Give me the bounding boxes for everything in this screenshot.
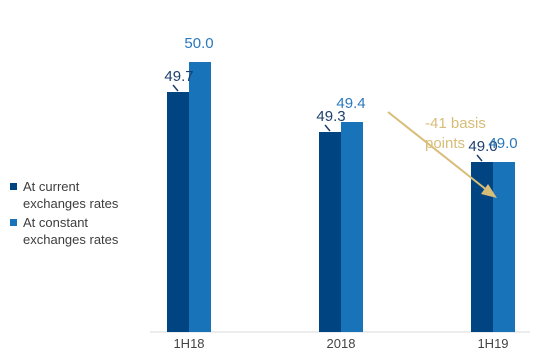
annotation-text-line1: -41 basis xyxy=(425,115,486,132)
value-label-current-2018: 49.3 xyxy=(316,108,345,125)
bar-current-2018 xyxy=(319,132,341,332)
value-label-current-1H18: 49.7 xyxy=(164,68,193,85)
value-label-current-1H19: 49.0 xyxy=(468,138,497,155)
bars-group xyxy=(167,62,515,332)
bar-constant-2018 xyxy=(341,122,363,332)
legend-swatch-current xyxy=(10,183,17,190)
bar-constant-1H19 xyxy=(493,162,515,332)
legend-swatch-constant xyxy=(10,219,17,226)
value-label-constant-1H18: 50.0 xyxy=(184,35,213,52)
leader-tick-2018 xyxy=(324,124,331,132)
bar-current-1H19 xyxy=(471,162,493,332)
value-label-constant-2018: 49.4 xyxy=(336,95,365,112)
annotation-text-line2: points xyxy=(425,135,465,152)
legend-label-current: At current exchanges rates xyxy=(23,179,119,211)
legend: At current exchanges rates At constant e… xyxy=(10,178,150,250)
leader-tick-1H19 xyxy=(476,154,483,162)
labels-group: 49.7 50.0 1H18 49.349.4 2018 49.049.0 1H19 xyxy=(164,35,517,351)
category-label-1H19: 1H19 xyxy=(477,336,508,351)
legend-item-current: At current exchanges rates xyxy=(10,178,150,212)
bar-current-1H18 xyxy=(167,92,189,332)
leader-tick-1H18 xyxy=(172,84,179,92)
legend-label-constant: At constant exchanges rates xyxy=(23,215,119,247)
annotation-group: -41 basis points xyxy=(387,111,497,198)
category-label-2018: 2018 xyxy=(327,336,356,351)
value-label-constant-1H19: 49.0 xyxy=(488,135,517,152)
legend-item-constant: At constant exchanges rates xyxy=(10,214,150,248)
annotation-arrow-line xyxy=(387,111,489,192)
bar-constant-1H18 xyxy=(189,62,211,332)
annotation-arrow-head xyxy=(481,184,497,198)
category-label-1H18: 1H18 xyxy=(173,336,204,351)
